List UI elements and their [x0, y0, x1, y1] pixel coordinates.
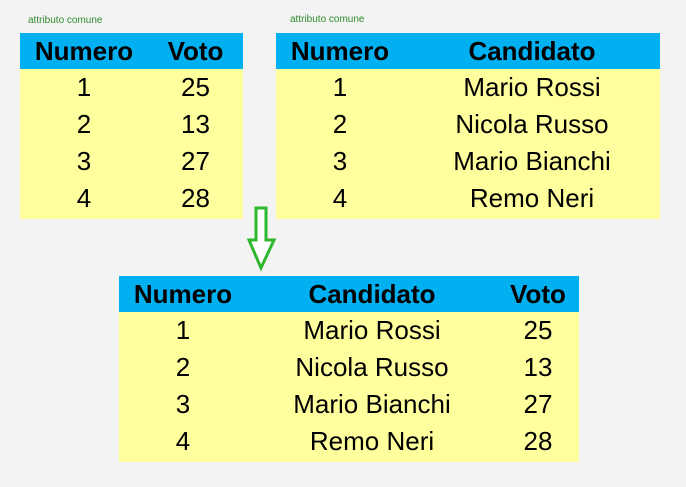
cell-voto: 13	[523, 352, 553, 382]
cell-candidato: Nicola Russo	[295, 352, 449, 382]
table-row: 3 Mario Bianchi 27	[119, 386, 579, 423]
table-row: 1 Mario Rossi	[276, 69, 660, 106]
cell-candidato: Remo Neri	[309, 426, 435, 456]
cell-voto: 27	[181, 146, 210, 176]
table-row: 2 13	[20, 106, 243, 143]
cell-numero: 2	[332, 109, 348, 139]
cell-voto: 25	[181, 72, 210, 102]
cell-voto: 28	[523, 426, 553, 456]
table-header: Numero Candidato	[276, 33, 660, 69]
cell-numero: 3	[76, 146, 92, 176]
cell-numero: 2	[76, 109, 92, 139]
table-row: 4 Remo Neri	[276, 180, 660, 217]
down-arrow-icon	[247, 206, 277, 272]
table-row: 3 Mario Bianchi	[276, 143, 660, 180]
cell-candidato: Mario Rossi	[463, 72, 601, 102]
cell-voto: 13	[181, 109, 210, 139]
table-row: 2 Nicola Russo	[276, 106, 660, 143]
header-numero: Numero	[133, 278, 233, 309]
cell-voto: 28	[181, 183, 210, 213]
cell-numero: 1	[332, 72, 348, 102]
header-numero: Numero	[34, 35, 134, 66]
table-header: Numero Candidato Voto	[119, 276, 579, 312]
table-row: 1 25	[20, 69, 243, 106]
table-candidati: Numero Candidato 1 Mario Rossi 2 Nicola …	[276, 33, 660, 219]
cell-numero: 4	[76, 183, 92, 213]
table-row: 3 27	[20, 143, 243, 180]
table-row: 4 Remo Neri 28	[119, 423, 579, 460]
note-common-attribute-left: attributo comune	[28, 15, 103, 26]
header-candidato: Candidato	[308, 278, 436, 309]
cell-voto: 25	[523, 315, 553, 345]
table-row: 1 Mario Rossi 25	[119, 312, 579, 349]
cell-numero: 2	[175, 352, 191, 382]
cell-numero: 4	[175, 426, 191, 456]
table-header: Numero Voto	[20, 33, 243, 69]
cell-candidato: Nicola Russo	[455, 109, 609, 139]
cell-candidato: Mario Bianchi	[293, 389, 451, 419]
cell-numero: 3	[175, 389, 191, 419]
cell-candidato: Mario Rossi	[303, 315, 441, 345]
cell-numero: 3	[332, 146, 348, 176]
table-row: 2 Nicola Russo 13	[119, 349, 579, 386]
cell-numero: 4	[332, 183, 348, 213]
header-voto: Voto	[167, 35, 224, 66]
cell-candidato: Mario Bianchi	[453, 146, 611, 176]
cell-numero: 1	[76, 72, 92, 102]
table-row: 4 28	[20, 180, 243, 217]
table-voti: Numero Voto 1 25 2 13 3 27 4 28	[20, 33, 243, 219]
note-common-attribute-right: attributo comune	[290, 14, 365, 25]
header-numero: Numero	[290, 35, 390, 66]
cell-candidato: Remo Neri	[469, 183, 595, 213]
cell-voto: 27	[523, 389, 553, 419]
header-candidato: Candidato	[468, 35, 596, 66]
cell-numero: 1	[175, 315, 191, 345]
header-voto: Voto	[510, 278, 566, 309]
table-join-result: Numero Candidato Voto 1 Mario Rossi 25 2…	[119, 276, 579, 462]
